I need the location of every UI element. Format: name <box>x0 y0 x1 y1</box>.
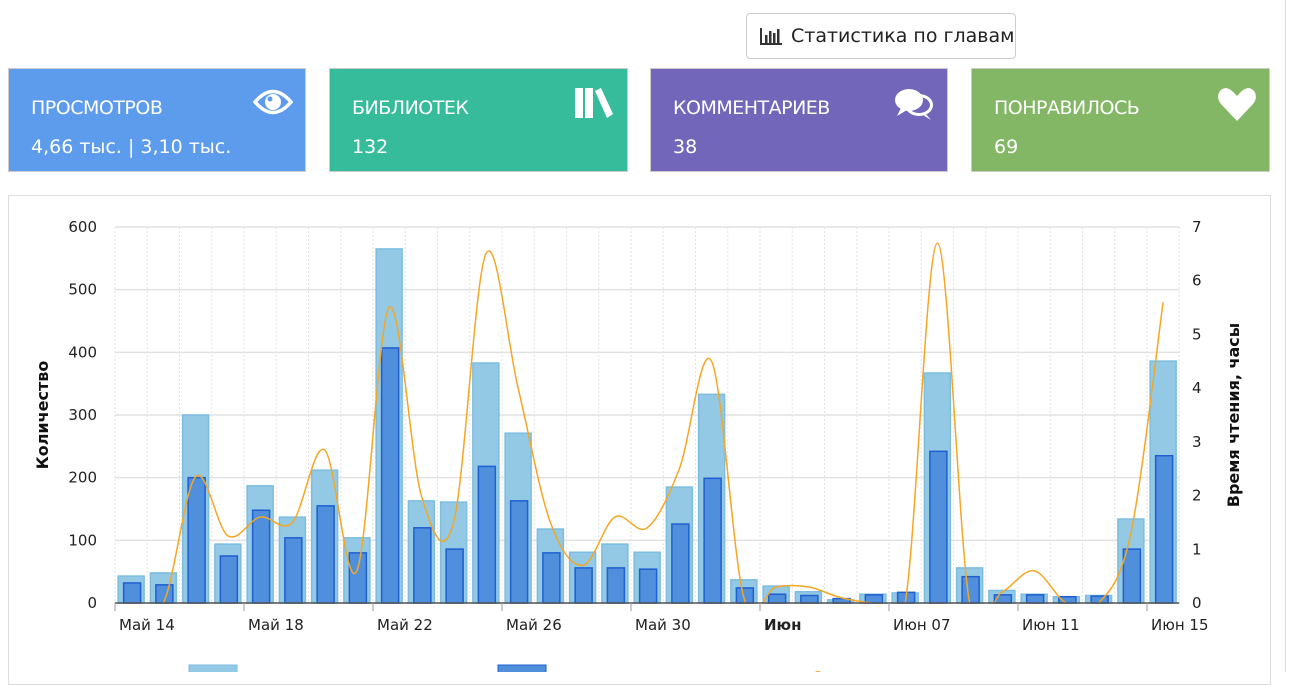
y-left-tick-label: 300 <box>68 406 97 424</box>
bar-views-dark <box>638 568 658 604</box>
bar-views-dark <box>606 567 626 604</box>
eye-icon <box>253 89 293 115</box>
x-tick-label: Июн 07 <box>893 616 951 634</box>
likes-value: 69 <box>994 136 1019 158</box>
bar-views-dark <box>445 548 464 604</box>
comments-label: КОММЕНТАРИЕВ <box>673 97 830 119</box>
y-right-tick-label: 5 <box>1192 325 1202 343</box>
grid <box>114 226 1180 604</box>
bar-views-dark <box>1154 454 1174 604</box>
y-right-tick-label: 1 <box>1192 540 1202 558</box>
bar-views-dark <box>800 594 819 604</box>
bar-views-dark <box>929 450 948 604</box>
y-left-tick-label: 100 <box>68 531 97 549</box>
comments-value: 38 <box>673 136 698 158</box>
bar-views-dark <box>219 555 239 604</box>
views-value: 4,66 тыс. | 3,10 тыс. <box>31 136 232 158</box>
y-left-tick-label: 400 <box>68 343 97 361</box>
bar-views-dark <box>348 552 368 604</box>
bar-views-dark <box>477 465 497 604</box>
y-right-tick-label: 3 <box>1192 433 1202 451</box>
y-left-tick-label: 200 <box>68 469 97 487</box>
bar-views-dark <box>122 582 142 604</box>
libraries-label: БИБЛИОТЕК <box>352 97 469 119</box>
bar-views-dark <box>703 477 722 604</box>
page-edge <box>1285 0 1286 672</box>
bar-views-dark <box>542 552 561 604</box>
x-tick-label: Май 22 <box>377 616 433 634</box>
x-tick-label: Май 26 <box>506 616 562 634</box>
views-label: ПРОСМОТРОВ <box>31 97 163 119</box>
bar-views-dark <box>509 500 529 604</box>
y-left-tick-label: 500 <box>68 281 97 299</box>
x-tick-label: Июн 11 <box>1022 616 1080 634</box>
chapter-stats-button[interactable]: Статистика по главам <box>746 13 1016 59</box>
bar-views-dark <box>1025 594 1045 604</box>
bar-views-dark <box>251 509 271 604</box>
legend-swatch-views-light <box>188 664 238 672</box>
y-right-tick-label: 0 <box>1192 594 1202 612</box>
legend-swatch-views-dark <box>497 664 547 672</box>
y-right-axis-title: Время чтения, часы <box>1224 323 1243 507</box>
likes-card: ПОНРАВИЛОСЬ 69 <box>971 68 1270 172</box>
x-tick-label: Май 14 <box>119 616 175 634</box>
x-tick-label: Июн 15 <box>1151 616 1209 634</box>
heart-icon <box>1218 88 1256 121</box>
views-card: ПРОСМОТРОВ 4,66 тыс. | 3,10 тыс. <box>8 68 306 172</box>
bar-views-dark <box>284 537 303 604</box>
libraries-card: БИБЛИОТЕК 132 <box>329 68 628 172</box>
y-left-tick-label: 0 <box>87 594 97 612</box>
books-icon <box>575 88 613 118</box>
bars <box>117 248 1177 604</box>
bar-views-dark <box>187 476 206 604</box>
y-left-tick-label: 600 <box>68 218 97 236</box>
reading-time-line-path <box>131 242 1164 603</box>
bar-views-dark <box>1122 548 1142 604</box>
y-right-tick-label: 4 <box>1192 379 1202 397</box>
libraries-value: 132 <box>352 136 389 158</box>
y-right-tick-label: 6 <box>1192 272 1202 290</box>
bar-views-dark <box>380 347 400 604</box>
axes: 0 100 200 300 400 500 600 0 1 2 3 4 5 6 7 Май 14 Май 18 М… <box>33 218 1243 634</box>
comments-icon <box>895 89 933 120</box>
y-right-tick-label: 7 <box>1192 218 1202 236</box>
bar-chart-icon <box>760 28 782 45</box>
x-tick-label: Май 30 <box>635 616 691 634</box>
x-tick-label: Июн <box>764 616 802 634</box>
legend[interactable] <box>188 664 823 672</box>
y-left-axis-title: Количество <box>33 361 52 470</box>
bar-views-dark <box>671 523 690 604</box>
bar-views-dark <box>574 567 593 604</box>
bar-views-dark <box>961 575 980 604</box>
comments-card: КОММЕНТАРИЕВ 38 <box>650 68 948 172</box>
bar-views-dark <box>413 527 432 604</box>
reading-time-line <box>131 242 1164 603</box>
bar-views-dark <box>316 505 335 604</box>
x-tick-label: Май 18 <box>248 616 304 634</box>
chapter-stats-label: Статистика по главам <box>791 25 1015 47</box>
y-right-tick-label: 2 <box>1192 487 1202 505</box>
bar-views-dark <box>767 593 787 604</box>
likes-label: ПОНРАВИЛОСЬ <box>994 97 1140 119</box>
